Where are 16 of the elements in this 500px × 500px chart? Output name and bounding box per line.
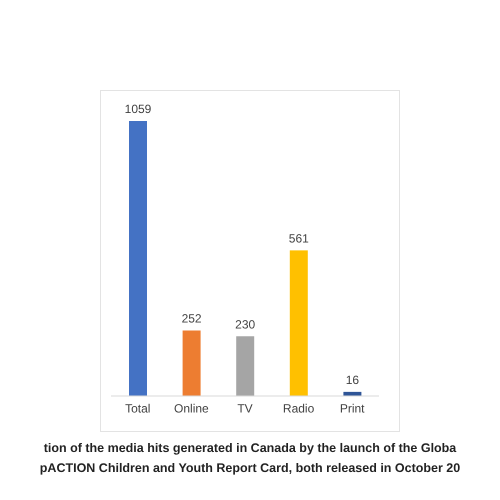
x-tick-label: TV — [237, 402, 253, 416]
bar — [129, 121, 147, 396]
data-label: 252 — [182, 312, 202, 326]
data-label: 230 — [235, 317, 256, 332]
bar — [182, 330, 201, 396]
text: tion of the media hits generated in Canada by the launch of the Globa — [42, 440, 458, 457]
x-tick-label: Online — [174, 402, 210, 416]
x-tick-label: Print — [340, 402, 366, 416]
x-tick-label: Total — [125, 402, 150, 416]
data-label: 16 — [346, 372, 360, 387]
data-label: 561 — [288, 231, 310, 246]
bar — [236, 336, 254, 396]
data-label: 1059 — [124, 102, 152, 116]
text: pACTION Children and Youth Report Card, both released in October 20 — [38, 460, 462, 477]
x-tick-label: Radio — [282, 402, 315, 416]
bar — [290, 250, 308, 396]
